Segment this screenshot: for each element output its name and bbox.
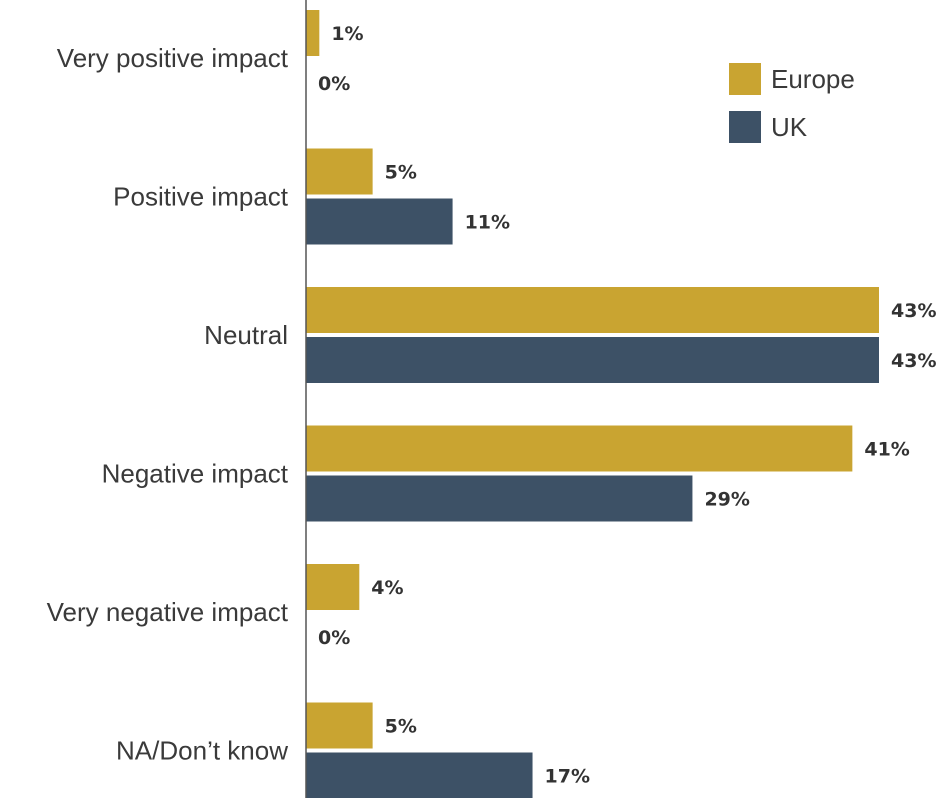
bar-uk-neutral: [306, 337, 879, 383]
bar-uk-negative-impact: [306, 475, 693, 522]
value-label-uk-negative-impact: 29%: [704, 489, 749, 511]
value-label-uk-na-don-t-know: 17%: [545, 766, 590, 788]
value-label-europe-na-don-t-know: 5%: [385, 716, 417, 738]
bar-europe-neutral: [306, 287, 879, 333]
category-label-very-negative-impact: Very negative impact: [47, 597, 289, 627]
category-label-neutral: Neutral: [204, 320, 288, 350]
bar-uk-na-don-t-know: [306, 752, 533, 798]
value-labels: 1% 0% 5% 11% 43% 43% 41% 29% 4% 0% 5% 17%: [318, 23, 936, 788]
value-label-europe-very-positive-impact: 1%: [331, 23, 363, 45]
category-label-very-positive-impact: Very positive impact: [57, 43, 289, 73]
bars: [306, 10, 879, 798]
value-label-uk-very-negative-impact: 0%: [318, 627, 350, 649]
category-label-positive-impact: Positive impact: [113, 182, 289, 212]
legend-swatch-europe: [729, 63, 761, 95]
value-label-europe-very-negative-impact: 4%: [371, 577, 403, 599]
bar-europe-na-don-t-know: [306, 702, 373, 749]
category-label-na-don-t-know: NA/Don’t know: [116, 736, 288, 766]
category-labels: Very positive impact Positive impact Neutr…: [47, 43, 289, 766]
value-label-uk-neutral: 43%: [891, 350, 936, 372]
category-label-negative-impact: Negative impact: [102, 459, 289, 489]
value-label-uk-very-positive-impact: 0%: [318, 73, 350, 95]
value-label-europe-negative-impact: 41%: [864, 439, 909, 461]
legend-label-europe: Europe: [771, 64, 855, 94]
bar-uk-positive-impact: [306, 198, 453, 245]
bar-europe-very-positive-impact: [306, 10, 320, 56]
legend-swatch-uk: [729, 111, 761, 143]
legend-label-uk: UK: [771, 112, 808, 142]
value-label-europe-positive-impact: 5%: [385, 162, 417, 184]
legend: Europe UK: [729, 63, 855, 143]
value-label-europe-neutral: 43%: [891, 300, 936, 322]
bar-europe-positive-impact: [306, 148, 373, 195]
value-label-uk-positive-impact: 11%: [465, 212, 510, 234]
bar-europe-very-negative-impact: [306, 564, 360, 610]
bar-europe-negative-impact: [306, 425, 853, 472]
